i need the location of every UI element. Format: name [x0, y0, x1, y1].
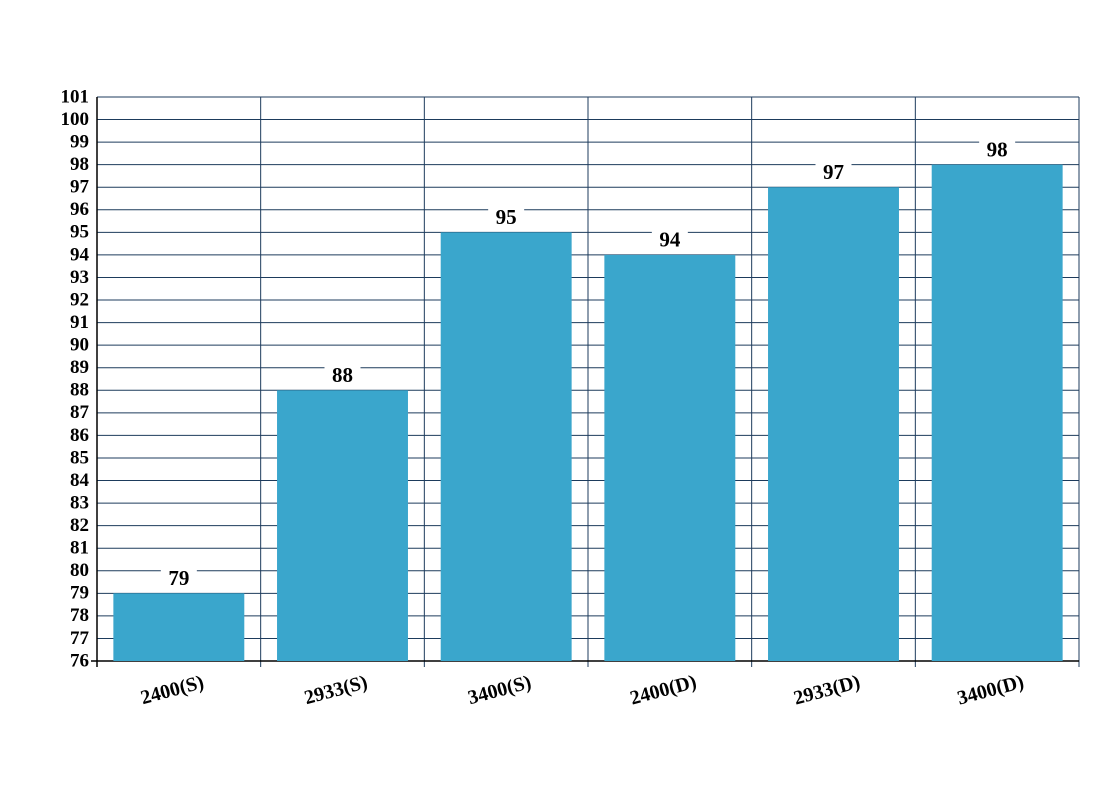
- value-label-bg: [488, 207, 525, 232]
- y-tick-label: 97: [70, 177, 90, 198]
- y-tick-label: 92: [70, 289, 89, 310]
- bar: [931, 164, 1063, 661]
- y-tick-label: 96: [70, 199, 89, 220]
- value-label: 95: [496, 205, 517, 229]
- y-tick-label: 84: [70, 470, 90, 491]
- y-tick-label: 86: [70, 425, 89, 446]
- y-tick-label: 90: [70, 335, 89, 356]
- y-tick-label: 88: [70, 380, 89, 401]
- x-tick-label: 3400(S): [466, 671, 534, 709]
- y-tick-label: 82: [70, 515, 89, 536]
- bar: [440, 232, 572, 662]
- value-label-bg: [160, 568, 197, 593]
- x-tick-label: 2400(D): [628, 671, 699, 710]
- x-tick-label: 3400(D): [955, 671, 1026, 710]
- value-label-bg: [815, 162, 852, 187]
- y-tick-label: 98: [70, 154, 89, 175]
- y-tick-label: 87: [70, 402, 90, 423]
- bar: [113, 593, 245, 661]
- y-tick-label: 83: [70, 492, 89, 513]
- y-tick-label: 100: [61, 109, 90, 130]
- bar: [277, 390, 408, 661]
- value-label: 98: [987, 137, 1008, 161]
- x-tick-label: 2400(S): [138, 671, 206, 709]
- y-tick-label: 80: [70, 560, 89, 581]
- y-tick-label: 101: [61, 86, 90, 107]
- value-label: 79: [168, 566, 189, 590]
- y-tick-label: 93: [70, 267, 89, 288]
- y-tick-label: 81: [70, 538, 89, 559]
- y-tick-label: 91: [70, 312, 89, 333]
- y-tick-label: 76: [70, 650, 89, 671]
- value-label-bg: [324, 365, 361, 390]
- x-tick-label: 2933(D): [791, 671, 862, 710]
- y-tick-label: 77: [70, 628, 90, 649]
- y-tick-label: 78: [70, 605, 89, 626]
- value-label: 94: [659, 228, 681, 252]
- bar: [768, 187, 899, 662]
- y-tick-label: 89: [70, 357, 89, 378]
- bar: [604, 254, 736, 662]
- value-label-bg: [651, 229, 688, 254]
- value-label: 88: [332, 363, 353, 387]
- value-label-bg: [979, 139, 1016, 164]
- y-tick-label: 95: [70, 222, 89, 243]
- value-label: 97: [823, 160, 844, 184]
- y-tick-label: 94: [70, 244, 90, 265]
- y-tick-label: 99: [70, 131, 89, 152]
- x-tick-label: 2933(S): [302, 671, 370, 709]
- y-tick-label: 79: [70, 583, 89, 604]
- y-tick-label: 85: [70, 447, 89, 468]
